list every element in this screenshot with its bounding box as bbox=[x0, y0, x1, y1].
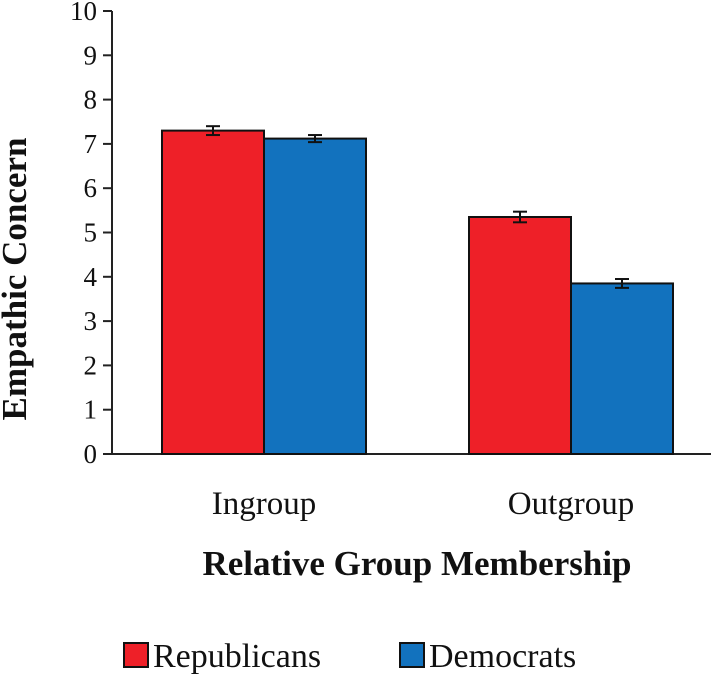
legend-item-republicans: Republicans bbox=[123, 638, 321, 675]
y-tick-label: 1 bbox=[84, 395, 98, 425]
y-tick-label: 0 bbox=[84, 439, 98, 469]
y-tick-label: 9 bbox=[84, 40, 98, 70]
y-tick-label: 6 bbox=[84, 173, 98, 203]
legend-item-democrats: Democrats bbox=[399, 638, 576, 675]
y-tick-label: 5 bbox=[84, 218, 98, 248]
y-axis-title: Empathic Concern bbox=[0, 138, 34, 421]
bar-republicans-ingroup bbox=[161, 129, 265, 456]
error-bar bbox=[308, 134, 322, 144]
y-tick-label: 4 bbox=[84, 262, 98, 292]
error-bar bbox=[615, 278, 629, 289]
y-tick-label: 8 bbox=[84, 85, 98, 115]
x-axis-title: Relative Group Membership bbox=[202, 544, 631, 583]
legend: Republicans Democrats bbox=[123, 638, 576, 675]
labels: 0 1 2 3 4 5 6 7 8 9 10 Ingroup Outgroup bbox=[70, 0, 634, 522]
error-bar bbox=[513, 210, 527, 224]
y-tick-label: 7 bbox=[84, 129, 98, 159]
y-tick-label: 10 bbox=[70, 0, 97, 26]
x-category-label: Ingroup bbox=[212, 486, 316, 522]
y-tick-label: 3 bbox=[84, 306, 98, 336]
legend-swatch bbox=[123, 642, 149, 668]
bar-democrats-outgroup bbox=[570, 282, 674, 455]
legend-swatch bbox=[399, 642, 425, 668]
y-tick-label: 2 bbox=[84, 350, 98, 380]
bar-democrats-ingroup bbox=[263, 137, 367, 455]
legend-label: Republicans bbox=[153, 638, 321, 675]
bar-republicans-outgroup bbox=[468, 215, 572, 455]
x-category-label: Outgroup bbox=[508, 486, 635, 522]
legend-label: Democrats bbox=[429, 638, 576, 675]
bars bbox=[161, 125, 674, 456]
error-bar bbox=[206, 125, 220, 137]
